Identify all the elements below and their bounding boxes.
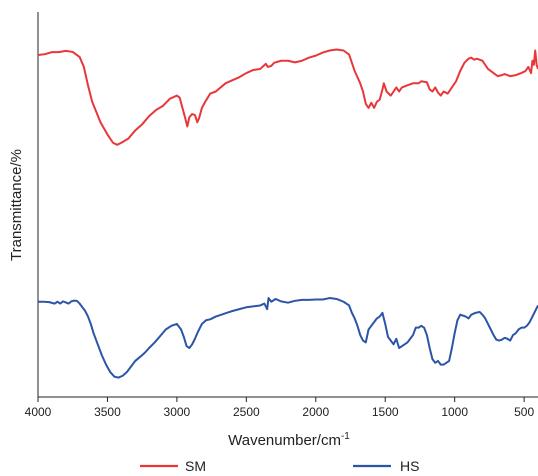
series-line-hs [38, 297, 538, 379]
x-tick-label: 1500 [372, 405, 399, 419]
series-layer [37, 48, 538, 379]
x-tick-label: 500 [514, 405, 534, 419]
x-tick-label: 2000 [302, 405, 329, 419]
axes [37, 12, 538, 398]
x-tick-label: 2500 [233, 405, 260, 419]
x-tick-label: 4000 [25, 405, 52, 419]
legend-label-sm: SM [185, 458, 206, 474]
x-tick-label: 3500 [94, 405, 121, 419]
x-axis-ticks: 4000 3500 3000 2500 2000 1500 1000 500 [25, 397, 534, 419]
legend-label-hs: HS [400, 458, 419, 474]
x-tick-label: 3000 [164, 405, 191, 419]
x-tick-label: 1000 [441, 405, 468, 419]
legend: SM HS [140, 458, 419, 474]
series-line-sm [37, 48, 538, 146]
y-axis-title: Transmittance/% [8, 149, 25, 261]
x-axis-title: Wavenumber/cm-1 [228, 431, 350, 449]
